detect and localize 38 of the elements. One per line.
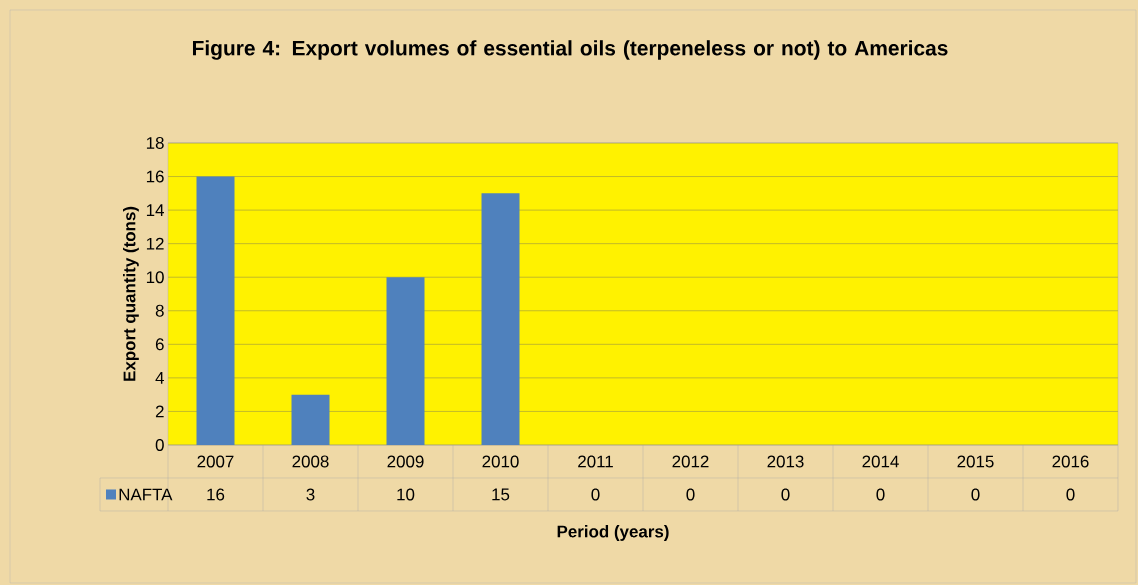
y-tick-label: 0	[155, 438, 164, 451]
x-tick-label: 2014	[862, 455, 899, 468]
y-tick-label: 6	[155, 338, 164, 351]
bar	[196, 176, 235, 445]
data-label: 3	[306, 488, 315, 501]
x-tick-label: 2010	[482, 455, 519, 468]
data-label: 0	[1066, 488, 1075, 501]
data-label: 0	[781, 488, 790, 501]
x-tick-label: 2015	[957, 455, 994, 468]
x-tick-label: 2016	[1052, 455, 1089, 468]
chart-title: Figure 4: Export volumes of essential oils (terpeneless or not) to Americas	[192, 40, 948, 60]
x-tick-label: 2013	[767, 455, 804, 468]
data-label: 0	[686, 488, 695, 501]
x-tick-label: 2007	[197, 455, 234, 468]
bar	[481, 193, 520, 445]
bar	[291, 394, 330, 445]
x-axis-title: Period (years)	[557, 525, 669, 541]
x-tick-label: 2009	[387, 455, 424, 468]
data-label: 0	[876, 488, 885, 501]
data-label: 10	[397, 488, 415, 501]
legend-label: NAFTA	[119, 488, 173, 501]
data-label: 0	[591, 488, 600, 501]
y-tick-label: 2	[155, 405, 164, 418]
y-tick-label: 10	[146, 271, 164, 284]
y-tick-label: 14	[146, 204, 164, 216]
y-tick-label: 8	[155, 304, 164, 317]
x-tick-label: 2011	[578, 455, 613, 468]
x-tick-label: 2012	[672, 455, 709, 468]
y-tick-label: 4	[155, 372, 164, 384]
data-label: 0	[971, 488, 980, 501]
data-label: 15	[492, 488, 510, 501]
x-tick-label: 2008	[292, 455, 329, 468]
y-axis-title: Export quantity (tons)	[123, 206, 139, 381]
data-label: 16	[207, 488, 225, 501]
y-tick-label: 12	[146, 237, 164, 250]
bar	[386, 277, 425, 445]
y-tick-label: 18	[146, 136, 164, 149]
y-tick-label: 16	[146, 170, 164, 183]
